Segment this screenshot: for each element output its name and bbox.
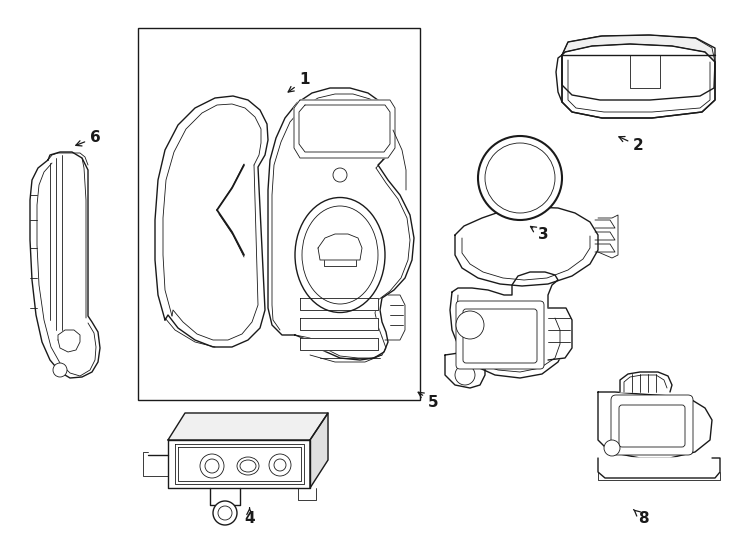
Circle shape — [478, 136, 562, 220]
Circle shape — [205, 459, 219, 473]
Text: 6: 6 — [76, 130, 101, 146]
Circle shape — [213, 501, 237, 525]
Circle shape — [269, 454, 291, 476]
Text: 5: 5 — [418, 392, 438, 410]
Circle shape — [456, 311, 484, 339]
Polygon shape — [155, 96, 268, 347]
Polygon shape — [562, 44, 715, 100]
Text: 4: 4 — [244, 508, 255, 526]
FancyBboxPatch shape — [456, 301, 544, 369]
Polygon shape — [562, 55, 715, 118]
Polygon shape — [455, 207, 598, 286]
Polygon shape — [294, 100, 395, 158]
Circle shape — [604, 440, 620, 456]
FancyBboxPatch shape — [611, 395, 693, 455]
Polygon shape — [168, 440, 310, 488]
Circle shape — [485, 143, 555, 213]
Polygon shape — [548, 308, 572, 360]
Polygon shape — [445, 352, 485, 388]
Ellipse shape — [240, 460, 256, 472]
Polygon shape — [598, 458, 720, 478]
Polygon shape — [30, 152, 100, 378]
FancyBboxPatch shape — [619, 405, 685, 447]
Polygon shape — [300, 338, 378, 350]
Polygon shape — [300, 298, 378, 310]
Polygon shape — [598, 392, 712, 458]
Polygon shape — [300, 318, 378, 330]
FancyBboxPatch shape — [463, 309, 537, 363]
Polygon shape — [58, 330, 80, 352]
Text: 2: 2 — [619, 137, 644, 153]
Circle shape — [200, 454, 224, 478]
Polygon shape — [310, 413, 328, 488]
Ellipse shape — [237, 457, 259, 475]
Circle shape — [274, 459, 286, 471]
Bar — [138, 28, 420, 400]
Circle shape — [53, 363, 67, 377]
Text: 1: 1 — [288, 72, 310, 92]
Circle shape — [333, 168, 347, 182]
Polygon shape — [620, 372, 672, 392]
Circle shape — [218, 506, 232, 520]
Polygon shape — [450, 272, 565, 378]
Polygon shape — [168, 413, 328, 440]
Ellipse shape — [302, 206, 378, 304]
Ellipse shape — [295, 198, 385, 313]
Polygon shape — [268, 88, 414, 360]
Text: 3: 3 — [531, 226, 548, 242]
Text: 8: 8 — [633, 510, 649, 526]
Circle shape — [455, 365, 475, 385]
Text: 7: 7 — [486, 339, 509, 356]
Polygon shape — [562, 35, 715, 62]
